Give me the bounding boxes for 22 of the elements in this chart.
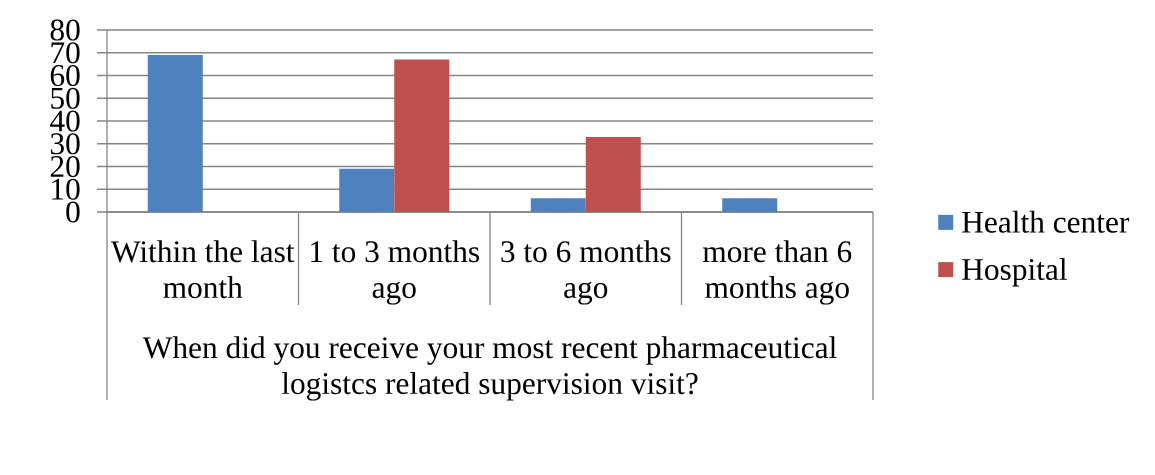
y-tick-label: 20: [50, 155, 80, 178]
y-tick-label: 70: [51, 42, 80, 64]
y-tick-label: 60: [50, 64, 80, 87]
bar: [394, 59, 450, 212]
y-tick-label: 30: [50, 133, 80, 155]
legend-label: Health center: [962, 210, 1130, 233]
bar: [530, 198, 586, 212]
y-tick-label: 40: [50, 110, 80, 132]
bar: [339, 168, 395, 212]
x-tick-label: 3 to 6 months ago: [501, 240, 671, 305]
y-tick-label: 80: [50, 19, 80, 41]
x-tick-label: 1 to 3 months ago: [311, 240, 479, 305]
bar: [722, 198, 778, 212]
bar: [147, 55, 203, 212]
x-axis-title: When did you receive your most recent pharmaceutical logistcs related supervision visit?: [142, 336, 837, 401]
x-tick-label: more than 6 months ago: [702, 240, 852, 305]
legend-label: Hospital: [962, 258, 1067, 287]
bar: [585, 136, 641, 212]
x-tick-label: Within the last month: [111, 240, 295, 299]
y-tick-label: 50: [51, 87, 80, 109]
y-tick-label: 10: [52, 178, 80, 200]
y-tick-label: 0: [66, 201, 80, 223]
